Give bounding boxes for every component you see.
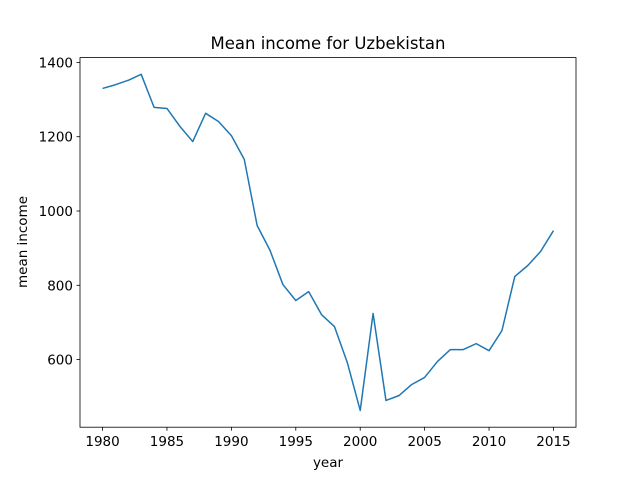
x-tick-label: 2005 xyxy=(407,434,441,450)
y-tick-label: 1200 xyxy=(39,130,73,146)
plot-frame xyxy=(79,57,577,428)
y-tick-label: 1400 xyxy=(39,55,73,71)
x-tick-label: 2010 xyxy=(472,434,506,450)
x-tick-label: 1995 xyxy=(279,434,313,450)
x-tick-label: 2015 xyxy=(536,434,570,450)
x-tick-label: 1985 xyxy=(150,434,184,450)
y-axis-label: mean income xyxy=(15,196,31,288)
y-tick-label: 800 xyxy=(47,278,73,294)
x-tick-label: 1980 xyxy=(85,434,119,450)
x-tick-label: 1990 xyxy=(214,434,248,450)
data-line xyxy=(102,73,555,412)
chart-title: Mean income for Uzbekistan xyxy=(211,34,446,53)
x-tick-label: 2000 xyxy=(343,434,377,450)
y-tick-label: 1000 xyxy=(39,204,73,220)
x-axis-label: year xyxy=(313,455,344,471)
y-tick-label: 600 xyxy=(47,353,73,369)
